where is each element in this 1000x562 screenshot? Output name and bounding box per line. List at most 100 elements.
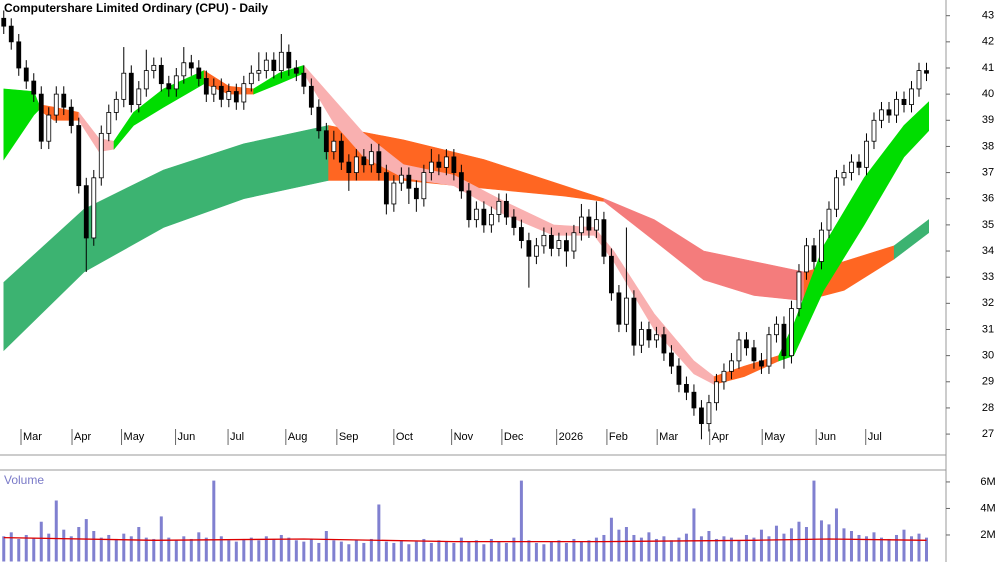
candle-body: [721, 370, 727, 383]
candle-body: [916, 70, 922, 90]
volume-bar: [257, 540, 261, 562]
candle-body: [579, 216, 584, 234]
volume-bar: [62, 529, 66, 562]
candle-body: [136, 88, 142, 105]
volume-bar: [894, 534, 898, 562]
x-tick-label: Apr: [74, 431, 91, 443]
candle-body: [286, 51, 292, 69]
volume-bar: [324, 531, 328, 562]
volume-bar: [647, 532, 651, 562]
candle-body: [46, 114, 52, 142]
volume-bar: [714, 538, 718, 562]
candle-body: [23, 67, 29, 82]
candle-body: [406, 174, 412, 189]
candle-body: [31, 80, 37, 95]
volume-bar: [77, 527, 81, 562]
candle-body: [639, 329, 644, 346]
volume-bar: [204, 537, 208, 562]
volume-bar: [849, 531, 853, 562]
candle-body: [443, 156, 449, 168]
candle-body: [158, 64, 164, 85]
candle-body: [811, 245, 817, 262]
volume-bar: [54, 500, 58, 562]
volume-bar: [879, 537, 883, 562]
volume-bar: [264, 536, 268, 562]
volume-bar: [572, 538, 576, 562]
y-tick-label: 38: [982, 140, 994, 152]
volume-bar: [864, 536, 868, 562]
candle-body: [323, 130, 329, 153]
volume-bar: [782, 533, 786, 562]
volume-bar: [189, 538, 193, 562]
volume-bar: [459, 537, 463, 562]
volume-bar: [39, 521, 43, 562]
volume-bar: [909, 536, 913, 562]
candle-body: [338, 140, 344, 163]
candle-body: [188, 62, 194, 69]
candle-body: [563, 240, 569, 252]
candle-body: [413, 187, 419, 200]
volume-bar: [857, 534, 861, 562]
candle-body: [301, 72, 307, 87]
y-tick-label: 34: [982, 245, 994, 257]
candle-body: [293, 67, 299, 74]
chart-title: Computershare Limited Ordinary (CPU) - D…: [4, 1, 268, 15]
candle-body: [473, 208, 479, 221]
volume-bar: [182, 536, 186, 562]
candle-body: [256, 70, 262, 74]
volume-bar: [534, 542, 538, 562]
volume-bar: [444, 541, 448, 562]
x-tick-label: Mar: [659, 431, 678, 443]
candle-body: [706, 402, 712, 425]
candle-body: [849, 161, 854, 173]
candle-body: [886, 109, 892, 116]
candle-body: [166, 83, 172, 90]
candle-body: [834, 177, 839, 210]
volume-bar: [797, 521, 801, 562]
volume-bar: [317, 542, 321, 562]
volume-bar: [707, 531, 711, 562]
candle-body: [391, 182, 397, 205]
x-tick-label: Aug: [288, 431, 308, 443]
candle-body: [248, 72, 254, 85]
volume-bar: [227, 540, 231, 562]
candle-body: [766, 334, 772, 367]
volume-bar: [249, 537, 253, 562]
volume-bar: [827, 524, 831, 562]
volume-bar: [527, 540, 531, 562]
candle-body: [894, 98, 899, 116]
volume-bar: [519, 480, 523, 562]
x-tick-label: May: [764, 431, 785, 443]
candle-body: [421, 172, 427, 200]
ribbon-band: [893, 219, 929, 260]
candle-body: [744, 339, 749, 349]
volume-bar: [609, 517, 613, 562]
candle-body: [466, 190, 472, 221]
volume-bar: [107, 534, 111, 562]
candle-body: [203, 78, 209, 95]
volume-bar: [482, 544, 486, 562]
x-tick-label: May: [124, 431, 145, 443]
volume-bar: [767, 536, 771, 562]
volume-bar: [699, 536, 703, 562]
candle-body: [736, 339, 742, 362]
x-tick-label: Feb: [609, 431, 628, 443]
volume-bar: [167, 537, 171, 562]
volume-bar: [17, 538, 21, 562]
candle-body: [556, 240, 562, 249]
volume-bar: [692, 508, 696, 562]
candle-body: [451, 156, 457, 173]
x-tick-label: 2026: [559, 431, 583, 443]
volume-bar: [542, 544, 546, 562]
candle-body: [586, 216, 592, 231]
candle-body: [924, 70, 929, 74]
volume-bar: [744, 534, 748, 562]
volume-bar: [722, 536, 726, 562]
x-tick-label: Apr: [712, 431, 729, 443]
volume-bar: [737, 540, 741, 562]
y-tick-label: 39: [982, 114, 994, 126]
y-tick-label: 28: [982, 402, 994, 414]
volume-bar: [917, 533, 921, 562]
candle-body: [68, 106, 74, 126]
